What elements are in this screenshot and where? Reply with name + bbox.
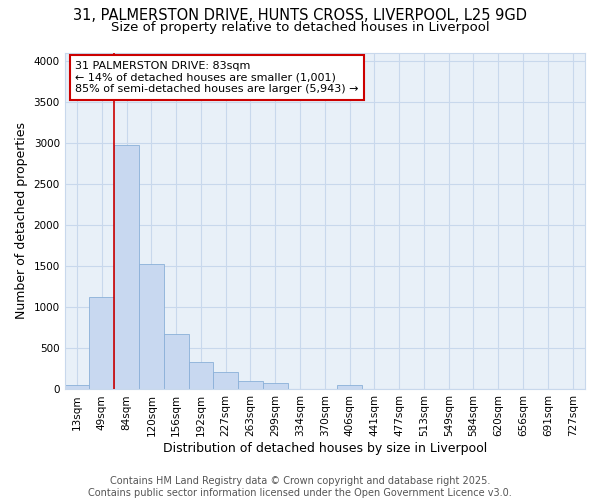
Bar bbox=[139, 264, 164, 390]
Text: Contains HM Land Registry data © Crown copyright and database right 2025.
Contai: Contains HM Land Registry data © Crown c… bbox=[88, 476, 512, 498]
Text: 31, PALMERSTON DRIVE, HUNTS CROSS, LIVERPOOL, L25 9GD: 31, PALMERSTON DRIVE, HUNTS CROSS, LIVER… bbox=[73, 8, 527, 22]
Bar bbox=[337, 386, 362, 390]
Bar bbox=[238, 381, 263, 390]
Y-axis label: Number of detached properties: Number of detached properties bbox=[15, 122, 28, 320]
Bar bbox=[65, 384, 89, 390]
Text: Size of property relative to detached houses in Liverpool: Size of property relative to detached ho… bbox=[110, 21, 490, 34]
Bar bbox=[89, 296, 114, 390]
Bar bbox=[214, 372, 238, 390]
X-axis label: Distribution of detached houses by size in Liverpool: Distribution of detached houses by size … bbox=[163, 442, 487, 455]
Bar bbox=[263, 383, 287, 390]
Text: 31 PALMERSTON DRIVE: 83sqm
← 14% of detached houses are smaller (1,001)
85% of s: 31 PALMERSTON DRIVE: 83sqm ← 14% of deta… bbox=[75, 61, 359, 94]
Bar bbox=[188, 362, 214, 390]
Bar bbox=[114, 146, 139, 390]
Bar bbox=[164, 334, 188, 390]
